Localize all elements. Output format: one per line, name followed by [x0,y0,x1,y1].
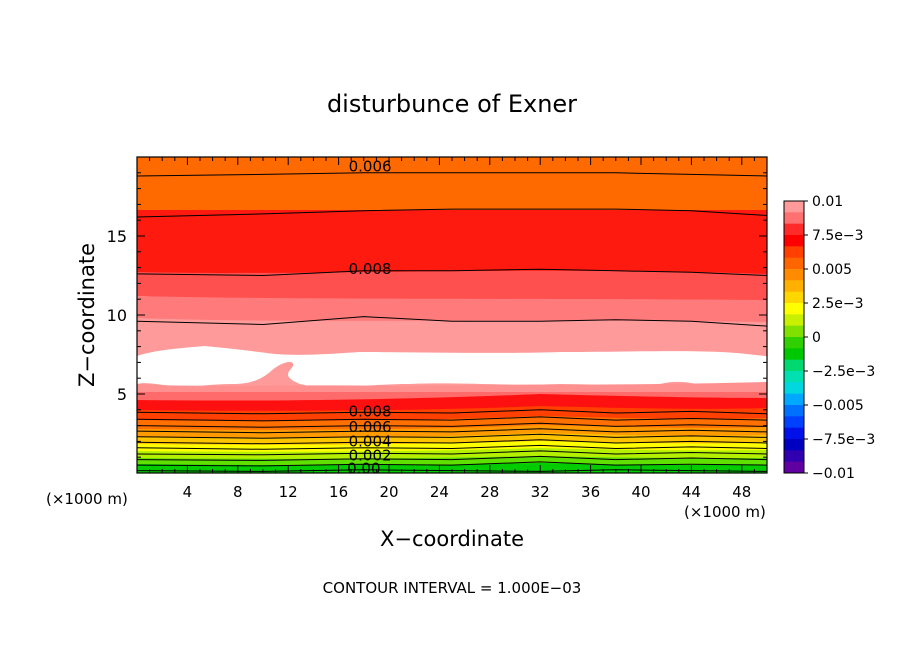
colorbar-swatch [784,314,804,327]
colorbar-swatch [784,223,804,236]
band-top-orange [137,157,767,217]
colorbar-swatch [784,212,804,225]
band-red-lower [137,394,767,412]
x-unit-label: (×1000 m) [684,503,766,521]
colorbar-swatch [784,348,804,361]
colorbar-swatch [784,439,804,451]
colorbar-swatch [784,325,804,338]
footer-note: CONTOUR INTERVAL = 1.000E−03 [323,579,582,597]
x-tick-label: 20 [379,483,398,501]
x-tick-label: 4 [183,483,193,501]
colorbar-label: −2.5e−3 [812,364,875,380]
contour-fill [137,157,767,473]
colorbar-swatch [784,450,804,463]
contour-label: 0.004 [349,432,392,450]
chart-title: disturbunce of Exner [327,90,577,118]
x-tick-label: 48 [732,483,751,501]
contour-label: 0.00 [347,459,380,477]
colorbar-swatch [784,461,804,474]
y-axis-label: Z−coordinate [75,243,99,387]
band-white [137,346,767,388]
contour-line-3 [137,450,767,456]
contour-line-5 [137,439,767,445]
contour-line-1 [137,461,767,467]
colorbar-label: −7.5e−3 [812,432,875,448]
colorbar-label: 2.5e−3 [812,296,864,312]
colorbar-swatch [784,291,804,304]
x-tick-label: 16 [329,483,348,501]
x-tick-label: 36 [581,483,600,501]
y-tick-label: 15 [107,227,127,246]
contour-line-8 [137,422,767,428]
colorbar-swatch [784,427,804,440]
x-axis-label: X−coordinate [380,527,524,551]
colorbar-label: 0.01 [812,194,843,210]
contour-line-4 [137,444,767,450]
colorbar-swatch [784,201,804,213]
colorbar-label: 0.005 [812,262,852,278]
colorbar-label: 0 [812,330,821,346]
contour-line-9 [137,416,767,422]
contour-label: 0.006 [349,157,392,175]
x-tick-label: 28 [480,483,499,501]
x-tick-label: 12 [279,483,298,501]
contour-line-11 [137,316,767,327]
colorbar-swatch [784,359,804,372]
contour-label: 0.006 [349,418,392,436]
colorbar-swatch [784,246,804,259]
contour-line-14 [137,172,767,177]
contour-line-10 [137,409,767,415]
contour-label: 0.002 [349,447,392,465]
band-salmon [137,392,767,401]
x-tick-label: 24 [430,483,449,501]
x-tick-label: 32 [531,483,550,501]
colorbar-swatch [784,416,804,429]
x-tick-label: 8 [233,483,243,501]
contour-line-7 [137,428,767,434]
contour-line-2 [137,455,767,461]
colorbar-label: 7.5e−3 [812,228,864,244]
colorbar-swatch [784,382,804,395]
band-red [137,210,767,290]
colorbar-swatch [784,303,804,315]
contour-lines [137,172,767,472]
y-tick-label: 5 [117,385,127,404]
colorbar-swatch [784,393,804,406]
colorbar-swatch [784,235,804,247]
contour-line-6 [137,433,767,439]
colorbar-label: −0.005 [812,398,864,414]
y-unit-label: (×1000 m) [46,490,128,508]
contour-label: 0.008 [349,260,392,278]
band-light-red [137,270,767,301]
contour-label: 0.008 [349,402,392,420]
colorbar-swatch [784,405,804,417]
colorbar-swatch [784,337,804,349]
x-tick-label: 40 [631,483,650,501]
colorbar-label: −0.01 [812,466,855,482]
colorbar-swatch [784,269,804,281]
colorbar-swatch [784,257,804,270]
contour-line-13 [137,208,767,218]
colorbar-swatch [784,280,804,293]
x-tick-label: 44 [682,483,701,501]
y-tick-label: 10 [107,306,127,325]
colorbar-swatch [784,371,804,383]
contour-line-12 [137,268,767,277]
colorbar: 0.01 7.5e−3 0.005 2.5e−3 0 −2.5e−3 −0.005 −7.5e… [783,194,875,482]
